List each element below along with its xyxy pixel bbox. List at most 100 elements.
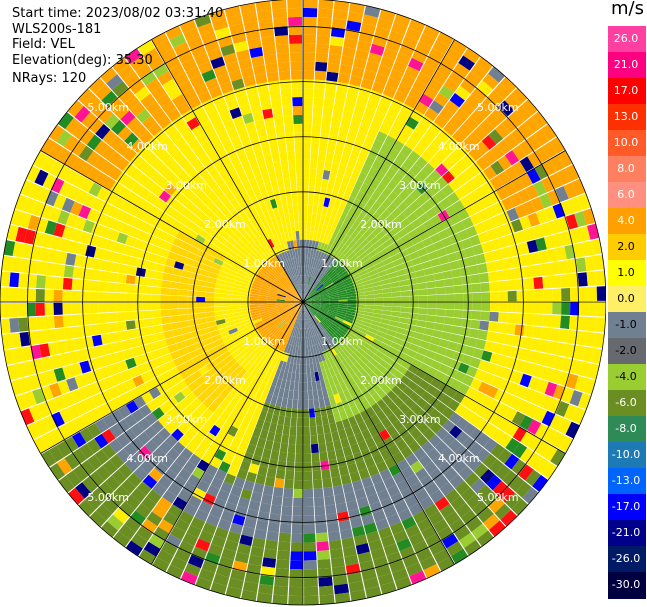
range-gate xyxy=(406,473,420,487)
range-gate xyxy=(523,227,536,242)
range-gate xyxy=(259,290,269,295)
range-gate xyxy=(293,354,298,365)
range-gate xyxy=(339,64,353,76)
range-gate xyxy=(101,161,116,176)
range-gate xyxy=(372,240,383,250)
range-gate xyxy=(148,252,159,263)
range-gate xyxy=(145,78,162,93)
range-gate xyxy=(526,239,539,253)
range-gate xyxy=(215,318,226,326)
range-gate xyxy=(408,57,424,72)
range-gate xyxy=(184,562,201,577)
range-gate xyxy=(504,453,520,470)
range-gate xyxy=(303,471,313,481)
range-gate xyxy=(311,300,321,302)
range-gate xyxy=(433,240,445,251)
range-gate xyxy=(65,339,77,353)
range-gate xyxy=(94,433,109,449)
range-gate xyxy=(192,260,204,269)
range-gate xyxy=(531,326,543,339)
range-gate xyxy=(338,183,348,194)
range-gate xyxy=(294,318,299,328)
range-gate xyxy=(276,52,290,63)
range-gate xyxy=(480,195,494,209)
range-gate xyxy=(215,342,226,352)
range-gate xyxy=(462,436,477,451)
range-gate xyxy=(286,280,293,289)
range-gate xyxy=(276,302,286,305)
range-gate xyxy=(178,248,189,258)
range-gate xyxy=(205,147,218,160)
range-gate xyxy=(376,410,387,422)
range-gate xyxy=(309,267,314,277)
range-gate xyxy=(347,304,357,308)
range-gate xyxy=(480,292,491,302)
range-gate xyxy=(235,388,245,400)
range-gate xyxy=(416,320,427,328)
range-gate xyxy=(418,33,436,48)
range-gate xyxy=(301,266,303,276)
range-gate xyxy=(295,266,299,276)
range-gate xyxy=(300,284,303,294)
range-gate xyxy=(237,497,250,509)
range-gate xyxy=(58,475,75,493)
range-gate xyxy=(267,522,280,533)
range-gate xyxy=(132,123,148,139)
range-gate xyxy=(237,269,248,277)
range-gate xyxy=(355,402,366,413)
range-gate xyxy=(288,586,303,597)
range-gate xyxy=(286,344,292,354)
range-gate xyxy=(312,268,318,278)
range-gate xyxy=(371,281,382,287)
range-gate xyxy=(295,285,300,294)
range-gate xyxy=(335,230,343,241)
range-gate xyxy=(128,256,140,267)
range-gate xyxy=(212,94,226,107)
range-gate xyxy=(406,324,417,332)
range-gate xyxy=(49,428,64,445)
range-gate xyxy=(161,316,171,325)
range-gate xyxy=(260,311,270,316)
range-gate xyxy=(325,405,333,416)
range-gate xyxy=(542,314,553,328)
range-gate xyxy=(297,248,301,258)
range-gate xyxy=(413,206,426,218)
range-gate xyxy=(294,471,303,481)
range-gate xyxy=(508,475,525,493)
range-gate xyxy=(65,420,80,436)
range-gate xyxy=(255,418,265,430)
range-gate xyxy=(413,143,426,157)
range-gate xyxy=(313,488,324,498)
range-gate xyxy=(538,250,550,264)
range-gate xyxy=(308,408,316,418)
range-gate xyxy=(303,302,309,309)
range-gate xyxy=(152,482,167,497)
range-gate xyxy=(197,61,213,75)
range-gate xyxy=(454,302,464,310)
range-gate xyxy=(325,225,332,236)
range-gate xyxy=(200,31,217,45)
range-gate xyxy=(277,306,287,311)
range-gate xyxy=(386,106,400,120)
range-gate xyxy=(151,143,166,158)
range-gate xyxy=(299,230,303,240)
range-gate xyxy=(380,383,392,395)
range-gate xyxy=(423,415,436,428)
range-gate xyxy=(365,208,376,219)
range-gate xyxy=(233,337,244,346)
range-gate xyxy=(340,272,350,280)
range-gate xyxy=(511,459,527,476)
range-gate xyxy=(322,264,330,274)
range-gate xyxy=(306,285,311,294)
range-gate xyxy=(230,437,242,449)
range-gate xyxy=(291,533,303,543)
range-gate xyxy=(540,262,552,276)
range-gate xyxy=(496,403,510,418)
range-ring-label: 1.00km xyxy=(321,257,363,270)
range-gate xyxy=(45,190,59,207)
range-gate xyxy=(76,242,88,256)
range-gate xyxy=(356,298,366,302)
range-gate xyxy=(146,261,157,271)
range-gate xyxy=(125,190,139,204)
range-gate xyxy=(101,145,116,161)
